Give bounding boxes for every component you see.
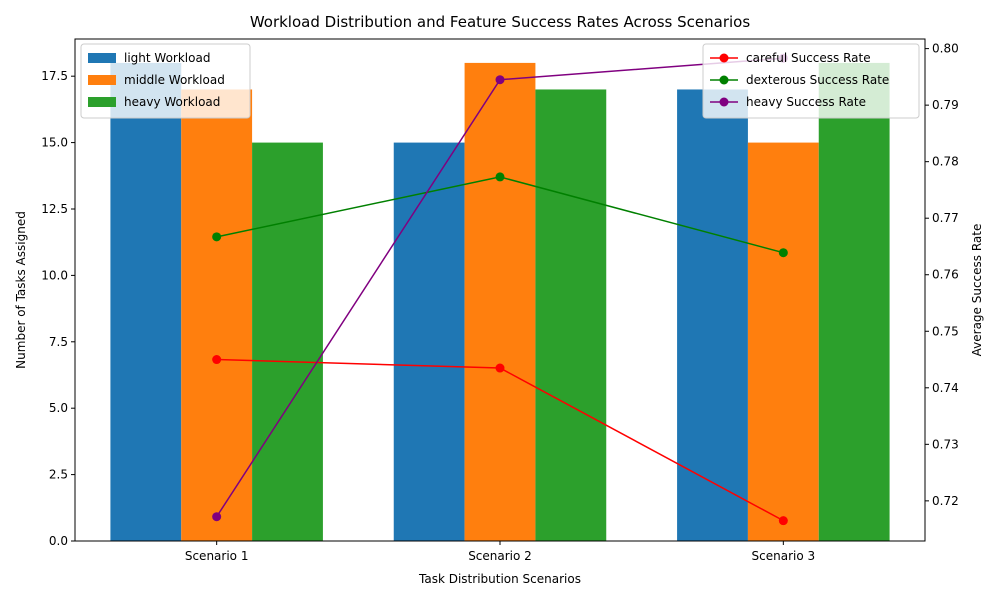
bar-light-workload-0 [110,62,182,542]
x-tick-label: Scenario 1 [185,549,249,563]
legend-label: light Workload [124,51,210,65]
x-tick-label: Scenario 2 [468,549,532,563]
right-tick-label: 0.77 [932,211,959,225]
point-heavy-success-rate-0 [212,512,222,522]
left-tick-label: 0.0 [49,534,68,548]
legend-label: careful Success Rate [746,51,871,65]
legend-label: heavy Workload [124,95,220,109]
legend-marker-swatch [719,75,729,85]
point-dexterous-success-rate-1 [495,172,505,182]
legend-success-rate: careful Success Rate dexterous Success Ra… [702,43,920,119]
y-axis-label-left: Number of Tasks Assigned [14,211,28,369]
bar-middle-workload-0 [181,89,253,541]
legend-label: middle Workload [124,73,225,87]
point-careful-success-rate-1 [495,363,505,373]
bar-middle-workload-1 [464,62,536,542]
point-dexterous-success-rate-2 [778,248,788,258]
bar-middle-workload-2 [747,142,819,542]
bar-heavy-workload-0 [252,142,323,542]
right-axis: 0.72 0.73 0.74 0.75 0.76 0.77 0.78 0.79 0.80 [925,42,959,508]
right-tick-label: 0.79 [932,98,959,112]
bar-light-workload-2 [677,89,748,541]
legend-marker-swatch [719,97,729,107]
right-tick-label: 0.73 [932,437,959,451]
point-dexterous-success-rate-0 [212,232,222,242]
right-tick-label: 0.72 [932,494,959,508]
left-tick-label: 7.5 [49,335,68,349]
chart-title: Workload Distribution and Feature Succes… [250,13,751,31]
right-tick-label: 0.80 [932,42,959,56]
x-axis-label: Task Distribution Scenarios [418,572,581,586]
point-careful-success-rate-0 [212,355,222,365]
right-tick-label: 0.78 [932,155,959,169]
legend-label: heavy Success Rate [746,95,866,109]
bar-heavy-workload-2 [818,62,890,542]
bar-heavy-workload-1 [535,89,607,541]
x-axis: Scenario 1 Scenario 2 Scenario 3 [185,541,815,563]
legend-box [702,43,920,119]
legend-marker-swatch [719,53,729,63]
right-tick-label: 0.75 [932,324,959,338]
left-tick-label: 5.0 [49,401,68,415]
left-tick-label: 2.5 [49,468,68,482]
legend-box [80,43,251,119]
legend-bar-swatch [88,97,116,107]
legend-bar-swatch [88,53,116,63]
y-axis-label-right: Average Success Rate [970,224,984,357]
left-tick-label: 10.0 [41,268,68,282]
legend-bar-swatch [88,75,116,85]
right-tick-label: 0.74 [932,381,959,395]
bar-light-workload-1 [393,142,465,542]
bar-layer [110,62,890,542]
line-layer [212,53,788,526]
point-heavy-success-rate-1 [495,75,505,85]
left-axis: 0.0 2.5 5.0 7.5 10.0 12.5 15.0 17.5 [41,69,75,548]
left-tick-label: 17.5 [41,69,68,83]
left-tick-label: 15.0 [41,136,68,150]
left-tick-label: 12.5 [41,202,68,216]
point-careful-success-rate-2 [778,516,788,526]
legend-workload: light Workload middle Workload heavy Workl… [80,43,251,119]
right-tick-label: 0.76 [932,268,959,282]
x-tick-label: Scenario 3 [752,549,816,563]
legend-label: dexterous Success Rate [746,73,889,87]
